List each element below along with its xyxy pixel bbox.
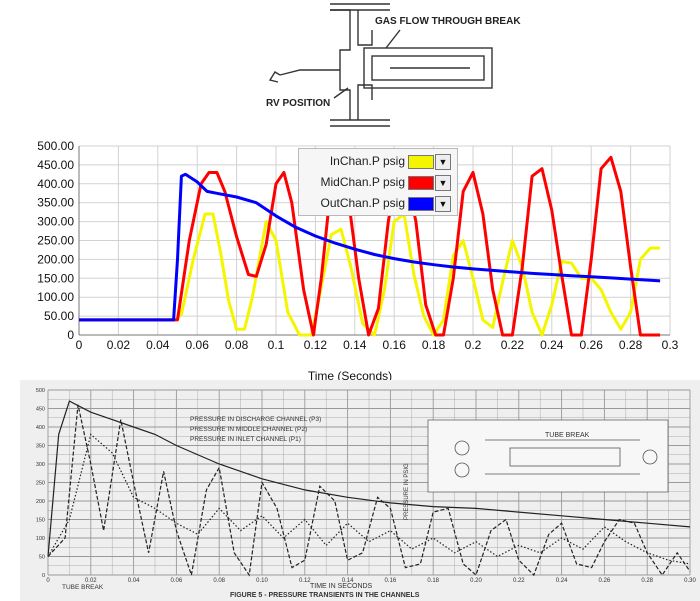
scan-legend-p2: PRESSURE IN MIDDLE CHANNEL (P2) [190, 426, 307, 433]
scan-x-tick-label: 0.28 [641, 578, 653, 584]
scan-y-tick-label: 150 [36, 518, 45, 524]
y-tick-label: 400.00 [37, 177, 74, 191]
scan-x-tick-label: 0.18 [427, 578, 439, 584]
legend-item-inchan: InChan.P psig ▼ [299, 151, 457, 171]
scan-series-p3 [47, 400, 691, 557]
scan-y-tick-label: 400 [36, 425, 45, 431]
scan-x-tick-label: 0.12 [299, 578, 311, 584]
x-tick-label: 0 [76, 338, 83, 352]
scan-x-tick-label: 0.26 [599, 578, 611, 584]
schematic-label-rv: RV POSITION [266, 98, 330, 109]
scan-x-tick-label: 0.16 [385, 578, 397, 584]
chevron-down-icon[interactable]: ▼ [435, 196, 451, 212]
scan-series-p2 [47, 404, 691, 577]
scan-x-tick-label: 0.04 [128, 578, 140, 584]
x-tick-label: 0.2 [465, 338, 482, 352]
schematic-label-flow: GAS FLOW THROUGH BREAK [375, 16, 521, 27]
scan-x-tick-label: 0.06 [171, 578, 183, 584]
x-tick-label: 0.12 [304, 338, 328, 352]
scan-x-tick-label: 0.20 [470, 578, 482, 584]
scan-x-tick-label: 0.30 [684, 578, 696, 584]
scanned-reference-chart: 0 0.02 0.04 0.06 0.08 0.10 0.12 0.14 0.16 0.18 0.2… [20, 380, 700, 601]
scan-y-tick-label: 450 [36, 407, 45, 413]
scan-y-tick-label: 200 [36, 499, 45, 505]
scan-title: FIGURE 5 - PRESSURE TRANSIENTS IN THE CH… [230, 592, 420, 599]
scan-series [47, 400, 691, 577]
x-tick-label: 0.14 [343, 338, 367, 352]
scan-y-tick-label: 250 [36, 481, 45, 487]
y-tick-label: 150.00 [37, 271, 74, 285]
legend-label: MidChan.P psig [320, 175, 406, 189]
chart-ticks: 0 0.02 0.04 0.06 0.08 0.1 0.12 0.14 0.16 0.18 0.2 0… [37, 139, 678, 352]
scan-y-tick-label: 500 [36, 388, 45, 394]
y-tick-label: 0 [67, 328, 74, 342]
x-tick-label: 0.08 [225, 338, 249, 352]
y-tick-label: 300.00 [37, 215, 74, 229]
x-tick-label: 0.26 [580, 338, 604, 352]
scan-y-tick-label: 100 [36, 536, 45, 542]
scan-x-tick-label: 0.10 [256, 578, 268, 584]
x-tick-label: 0.1 [268, 338, 285, 352]
chevron-down-icon[interactable]: ▼ [435, 154, 451, 170]
legend-label: OutChan.P psig [320, 196, 406, 210]
legend-item-outchan: OutChan.P psig ▼ [299, 193, 457, 213]
x-tick-label: 0.28 [619, 338, 643, 352]
legend-swatch [408, 176, 434, 190]
x-tick-label: 0.22 [501, 338, 525, 352]
schematic-diagram: GAS FLOW THROUGH BREAK RV POSITION [266, 3, 521, 127]
y-tick-label: 250.00 [37, 234, 74, 248]
scan-x-tick-label: 0.22 [513, 578, 525, 584]
x-tick-label: 0.16 [383, 338, 407, 352]
x-tick-label: 0.04 [146, 338, 170, 352]
y-tick-label: 450.00 [37, 158, 74, 172]
scan-series-p1 [47, 433, 691, 565]
y-tick-label: 350.00 [37, 196, 74, 210]
x-axis-label: Time (Seconds) [307, 369, 393, 383]
series-line-outchan [79, 172, 661, 322]
series-line-inchan [79, 212, 661, 337]
y-tick-label: 100.00 [37, 290, 74, 304]
x-tick-label: 0.24 [540, 338, 564, 352]
scan-x-tick-label: 0.08 [213, 578, 225, 584]
y-tick-label: 200.00 [37, 252, 74, 266]
scan-x-tick-label: 0.14 [342, 578, 354, 584]
legend-swatch [408, 197, 434, 211]
chevron-down-icon[interactable]: ▼ [435, 175, 451, 191]
legend-swatch [408, 155, 434, 169]
y-tick-label: 500.00 [37, 139, 74, 153]
scan-inset [427, 419, 669, 493]
scan-annotation: TUBE BREAK [62, 584, 104, 591]
x-tick-label: 0.18 [422, 338, 446, 352]
scan-ticks: 0 0.02 0.04 0.06 0.08 0.10 0.12 0.14 0.16 0.18 0.2… [36, 388, 697, 584]
scan-x-tick-label: 0 [46, 578, 50, 584]
scan-legend-p1: PRESSURE IN INLET CHANNEL (P1) [190, 436, 301, 443]
scan-legend-p3: PRESSURE IN DISCHARGE CHANNEL (P3) [190, 416, 321, 423]
legend-label: InChan.P psig [329, 154, 405, 168]
scan-x-tick-label: 0.24 [556, 578, 568, 584]
scan-inset-label: TUBE BREAK [545, 432, 590, 439]
legend-item-midchan: MidChan.P psig ▼ [299, 172, 457, 192]
scan-y-label: PRESSURE IN PSIG [404, 463, 410, 520]
x-tick-label: 0.06 [186, 338, 210, 352]
scan-y-tick-label: 50 [39, 555, 45, 561]
scan-y-tick-label: 350 [36, 444, 45, 450]
y-tick-label: 50.00 [44, 309, 74, 323]
scan-y-tick-label: 0 [42, 573, 45, 579]
scan-x-label: TIME IN SECONDS [310, 583, 373, 590]
scan-x-tick-label: 0.02 [85, 578, 97, 584]
scan-y-tick-label: 300 [36, 462, 45, 468]
x-tick-label: 0.3 [662, 338, 679, 352]
x-tick-label: 0.02 [107, 338, 131, 352]
chart-legend: InChan.P psig ▼ MidChan.P psig ▼ OutChan… [298, 148, 458, 216]
